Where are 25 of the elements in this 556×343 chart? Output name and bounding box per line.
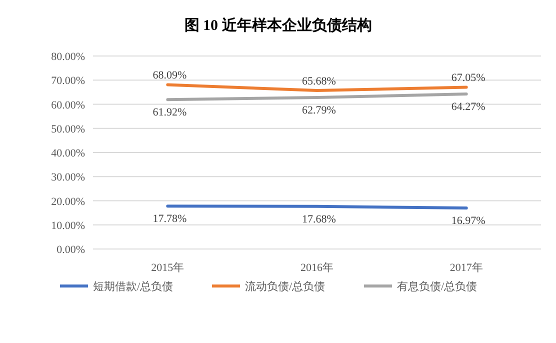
y-tick-label: 40.00% <box>51 148 85 160</box>
data-label: 67.05% <box>451 72 486 84</box>
y-tick-label: 30.00% <box>51 172 85 184</box>
data-label: 68.09% <box>152 70 187 82</box>
legend-label: 短期借款/总负债 <box>93 280 174 293</box>
data-label: 61.92% <box>152 106 187 119</box>
x-tick-label: 2017年 <box>450 262 483 274</box>
legend-label: 有息负债/总负债 <box>397 280 478 293</box>
data-label: 16.97% <box>451 215 486 228</box>
title: 图 10 近年样本企业负债结构 <box>184 18 372 34</box>
data-label: 65.68% <box>302 76 336 88</box>
y-tick-label: 20.00% <box>51 196 85 208</box>
y-tick-label: 10.00% <box>51 220 85 232</box>
data-label: 64.27% <box>451 100 486 113</box>
y-tick-label: 60.00% <box>51 99 85 112</box>
data-label: 62.79% <box>302 104 336 117</box>
x-tick-label: 2015年 <box>151 262 184 274</box>
y-tick-label: 50.00% <box>51 123 85 136</box>
data-label: 17.78% <box>152 213 187 226</box>
data-label: 17.68% <box>302 213 336 226</box>
x-tick-label: 2016年 <box>300 262 334 274</box>
legend-label: 流动负债/总负债 <box>245 280 326 293</box>
y-tick-label: 0.00% <box>56 244 85 256</box>
y-tick-label: 70.00% <box>51 75 85 88</box>
y-tick-label: 80.00% <box>51 51 85 63</box>
